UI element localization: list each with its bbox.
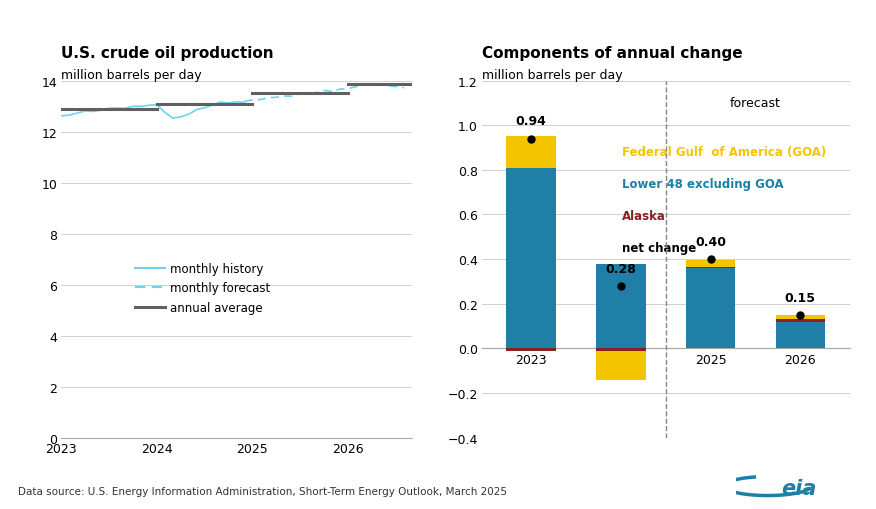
Text: 0.40: 0.40 <box>696 236 726 248</box>
Bar <box>597 351 646 380</box>
Bar <box>775 322 825 349</box>
Bar <box>597 349 646 351</box>
Text: U.S. crude oil production: U.S. crude oil production <box>61 46 274 61</box>
Bar <box>597 264 646 349</box>
Text: Lower 48 excluding GOA: Lower 48 excluding GOA <box>622 178 783 190</box>
Text: 0.15: 0.15 <box>785 291 816 304</box>
Legend: monthly history, monthly forecast, annual average: monthly history, monthly forecast, annua… <box>131 258 275 319</box>
Bar <box>506 168 556 349</box>
Text: forecast: forecast <box>730 97 781 110</box>
Text: million barrels per day: million barrels per day <box>482 69 623 81</box>
Bar <box>775 320 825 322</box>
Text: 0.28: 0.28 <box>605 262 636 275</box>
Text: 0.94: 0.94 <box>516 115 547 128</box>
Bar <box>775 315 825 320</box>
Text: Federal Gulf  of America (GOA): Federal Gulf of America (GOA) <box>622 146 826 158</box>
Text: net change: net change <box>622 242 696 254</box>
Bar <box>506 137 556 168</box>
Text: eia: eia <box>781 478 816 498</box>
Bar <box>686 267 735 269</box>
Bar <box>686 261 735 267</box>
Bar <box>506 349 556 351</box>
Text: million barrels per day: million barrels per day <box>61 69 202 81</box>
Text: Data source: U.S. Energy Information Administration, Short-Term Energy Outlook, : Data source: U.S. Energy Information Adm… <box>18 486 506 496</box>
Text: Alaska: Alaska <box>622 210 666 222</box>
Bar <box>686 269 735 349</box>
Text: Components of annual change: Components of annual change <box>482 46 743 61</box>
